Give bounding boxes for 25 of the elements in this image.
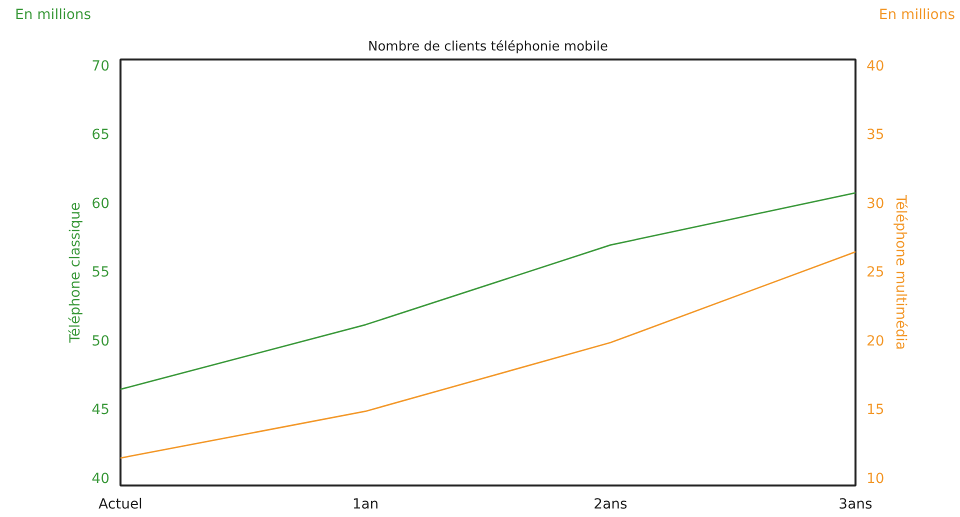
- y-tick-label: 50: [92, 333, 110, 350]
- chart-title: Nombre de clients téléphonie mobile: [368, 40, 608, 54]
- y2-axis-title: Téléphone multimédia: [892, 194, 908, 350]
- line-series: [120, 251, 856, 459]
- y2-tick-label: 15: [866, 402, 884, 418]
- y2-tick-label: 20: [866, 333, 884, 350]
- y-tick-label: 65: [92, 127, 110, 144]
- y-tick-label: 40: [92, 470, 110, 487]
- text: En millions: [878, 6, 955, 25]
- y-axis-title: Téléphone classique: [68, 202, 84, 344]
- x-tick-label: 1an: [352, 496, 379, 512]
- text: En millions: [15, 6, 92, 25]
- x-tick-label: 3ans: [838, 496, 872, 512]
- line-series: [120, 192, 856, 390]
- y-tick-label: 45: [92, 402, 110, 418]
- x-tick-label: Actuel: [98, 496, 142, 512]
- y2-tick-label: 10: [866, 470, 884, 487]
- y2-tick-label: 35: [866, 127, 884, 144]
- y-tick-label: 60: [92, 196, 110, 212]
- y-tick-label: 70: [92, 58, 110, 74]
- y2-tick-label: 30: [866, 196, 884, 212]
- y-tick-label: 55: [92, 264, 110, 281]
- x-tick-label: 2ans: [594, 496, 628, 512]
- y2-tick-label: 40: [866, 58, 884, 74]
- y2-tick-label: 25: [866, 264, 884, 281]
